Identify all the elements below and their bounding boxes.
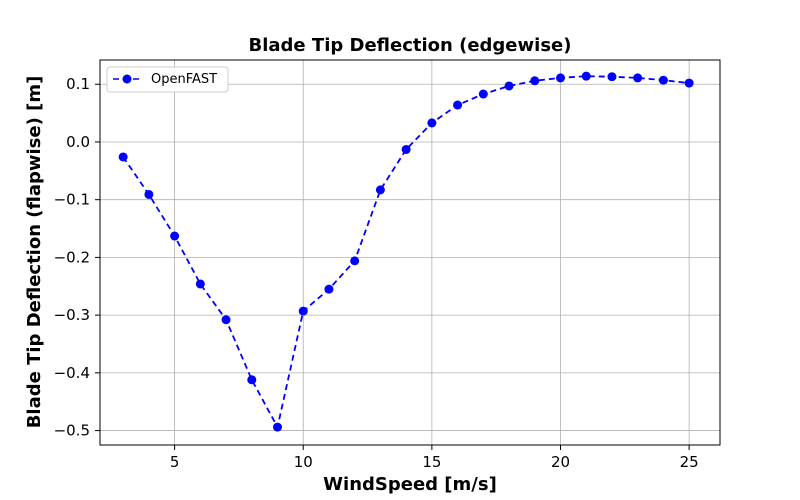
data-point xyxy=(658,75,668,85)
data-point xyxy=(478,89,488,99)
data-point xyxy=(170,231,180,241)
data-point xyxy=(273,422,283,432)
tick-layer: 5 10 15 20 25 0.1 0.0 −0.1 −0.2 −0.3 −0.4 −0.5 xyxy=(54,75,699,471)
y-tick-label: −0.3 xyxy=(54,306,90,324)
legend-marker-swatch xyxy=(122,74,132,84)
data-point xyxy=(504,81,514,91)
data-point xyxy=(530,76,540,86)
legend-label-openfast: OpenFAST xyxy=(151,72,217,87)
y-axis-label: Blade Tip Deflection (flapwise) [m] xyxy=(24,76,45,429)
chart-title: Blade Tip Deflection (edgewise) xyxy=(249,35,572,56)
data-point xyxy=(427,118,437,128)
y-tick-label: −0.5 xyxy=(54,422,90,440)
data-point xyxy=(581,71,591,81)
legend-box xyxy=(106,66,229,93)
plot-frame xyxy=(99,59,721,446)
data-point xyxy=(118,152,128,162)
data-point xyxy=(247,375,257,385)
data-point xyxy=(195,279,205,289)
y-tick-label: −0.2 xyxy=(54,248,90,266)
data-point xyxy=(633,73,643,83)
x-tick-label: 10 xyxy=(294,453,313,471)
y-tick-label: −0.1 xyxy=(54,191,90,209)
x-tick-label: 15 xyxy=(422,453,441,471)
x-tick-label: 5 xyxy=(170,453,180,471)
y-tick-label: 0.1 xyxy=(66,75,90,93)
legend: OpenFAST xyxy=(106,66,229,93)
data-point xyxy=(401,144,411,154)
data-point xyxy=(607,72,617,82)
x-tick-label: 25 xyxy=(680,453,699,471)
data-point xyxy=(221,315,231,325)
y-tick-label: 0.0 xyxy=(66,133,90,151)
data-point xyxy=(324,284,334,294)
data-point xyxy=(453,100,463,110)
data-point xyxy=(350,256,360,266)
y-tick-label: −0.4 xyxy=(54,364,90,382)
data-point xyxy=(556,73,565,83)
data-point xyxy=(375,185,385,195)
data-point xyxy=(684,78,694,88)
data-point xyxy=(298,306,308,316)
data-point xyxy=(144,189,154,199)
x-tick-label: 20 xyxy=(551,453,570,471)
x-axis-label: WindSpeed [m/s] xyxy=(323,474,497,495)
series-layer xyxy=(118,71,694,432)
